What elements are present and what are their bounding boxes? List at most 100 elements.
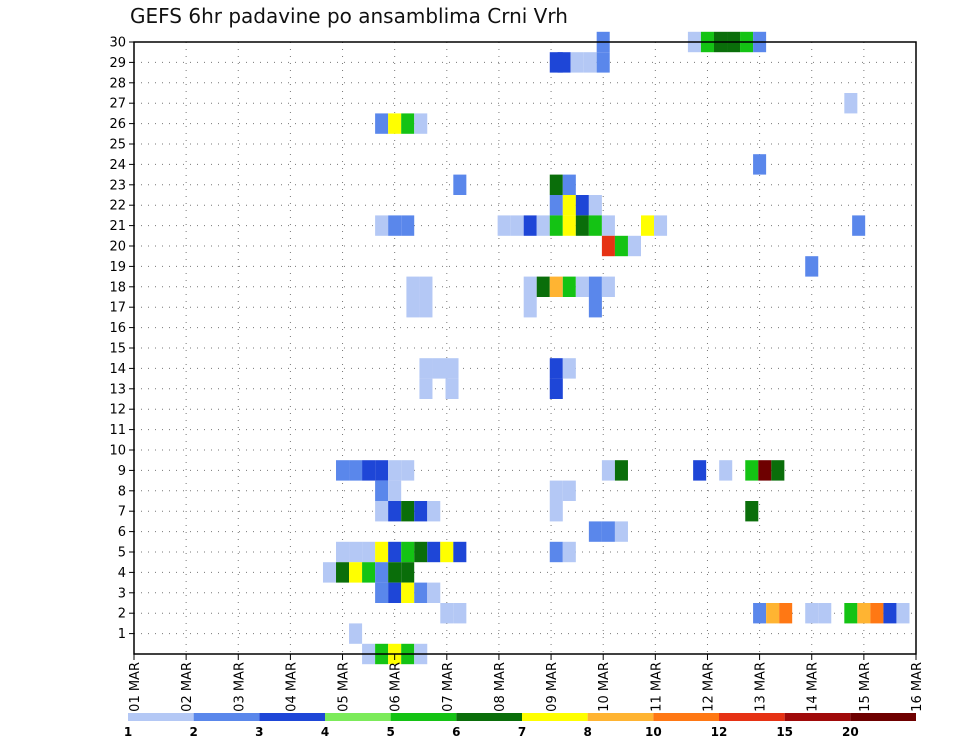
legend-swatch bbox=[653, 713, 719, 721]
legend-label: 20 bbox=[842, 725, 859, 739]
heatmap-cell bbox=[336, 460, 350, 481]
heatmap-cell bbox=[549, 358, 563, 379]
y-tick-label: 24 bbox=[109, 158, 126, 173]
heatmap-cell bbox=[414, 541, 428, 563]
heatmap-cell bbox=[844, 93, 858, 114]
heatmap-cell bbox=[583, 52, 597, 73]
heatmap-cell bbox=[857, 603, 871, 624]
y-tick-label: 8 bbox=[118, 484, 126, 499]
heatmap-cell bbox=[432, 358, 446, 379]
heatmap-cell bbox=[844, 603, 858, 624]
heatmap-cell bbox=[453, 603, 467, 624]
heatmap-cell bbox=[419, 297, 433, 318]
legend-swatch bbox=[587, 713, 654, 721]
heatmap-cell bbox=[536, 215, 550, 236]
x-tick-label: 12 MAR bbox=[701, 662, 716, 712]
heatmap-cell bbox=[601, 215, 615, 236]
heatmap-cell bbox=[570, 52, 584, 73]
heatmap-cell bbox=[575, 276, 589, 297]
heatmap-cell bbox=[601, 460, 615, 481]
heatmap-cell bbox=[536, 276, 550, 297]
x-tick-label: 10 MAR bbox=[597, 662, 612, 712]
heatmap-cell bbox=[414, 582, 428, 603]
plot-frame bbox=[133, 41, 917, 655]
legend-swatch bbox=[193, 713, 260, 721]
y-tick-label: 16 bbox=[109, 321, 126, 336]
heatmap-cell bbox=[753, 603, 767, 624]
y-tick-label: 20 bbox=[109, 240, 126, 255]
heatmap-cell bbox=[401, 541, 415, 563]
y-tick-label: 3 bbox=[118, 586, 126, 601]
heatmap-cell bbox=[588, 297, 602, 318]
heatmap-cell bbox=[549, 480, 563, 501]
heatmap-cell bbox=[427, 541, 441, 563]
x-tick-label: 07 MAR bbox=[441, 662, 456, 712]
x-tick-label: 06 MAR bbox=[389, 662, 404, 712]
y-tick-label: 7 bbox=[118, 505, 126, 520]
heatmap-cell bbox=[419, 276, 433, 297]
heatmap-cell bbox=[445, 358, 459, 379]
x-tick-label: 02 MAR bbox=[180, 662, 195, 712]
heatmap-cell bbox=[427, 501, 441, 522]
heatmap-cell bbox=[745, 460, 759, 481]
y-tick-label: 2 bbox=[118, 607, 126, 622]
heatmap-cell bbox=[419, 378, 433, 399]
heatmap-cell bbox=[654, 215, 668, 236]
heatmap-cell bbox=[375, 215, 389, 236]
legend-label: 4 bbox=[321, 725, 329, 739]
y-tick-label: 15 bbox=[109, 342, 126, 357]
y-tick-label: 28 bbox=[109, 76, 126, 91]
heatmap-cell bbox=[575, 215, 589, 236]
heatmap-cell bbox=[414, 501, 428, 522]
legend-swatch bbox=[850, 713, 916, 721]
heatmap-cell bbox=[388, 215, 402, 236]
y-tick-label: 6 bbox=[118, 525, 126, 540]
y-tick-label: 1 bbox=[118, 627, 126, 642]
legend-label: 3 bbox=[255, 725, 263, 739]
y-tick-label: 18 bbox=[109, 280, 126, 295]
heatmap-cell bbox=[601, 235, 615, 257]
heatmap-cell bbox=[805, 256, 819, 277]
heatmap-cell bbox=[601, 521, 615, 542]
heatmap-cell bbox=[575, 195, 589, 216]
legend-label: 5 bbox=[386, 725, 394, 739]
heatmap-cell bbox=[852, 215, 866, 236]
heatmap-cell bbox=[388, 541, 402, 563]
heatmap-cell bbox=[549, 215, 563, 236]
y-tick-label: 25 bbox=[109, 138, 126, 153]
heatmap-cell bbox=[375, 480, 389, 501]
heatmap-cell bbox=[419, 358, 433, 379]
heatmap-cell bbox=[510, 215, 524, 236]
heatmap-cell bbox=[349, 460, 363, 481]
heatmap-cell bbox=[362, 541, 376, 563]
heatmap-cell bbox=[557, 52, 571, 73]
x-tick-label: 05 MAR bbox=[337, 662, 352, 712]
legend-swatch bbox=[259, 713, 325, 721]
heatmap-cell bbox=[614, 521, 628, 542]
heatmap-cell bbox=[375, 460, 389, 481]
heatmap-cell bbox=[779, 603, 793, 624]
legend-swatch bbox=[522, 713, 588, 721]
heatmap-cell bbox=[445, 378, 459, 399]
heatmap-cell bbox=[440, 541, 454, 563]
y-tick-label: 10 bbox=[109, 444, 126, 459]
y-tick-label: 29 bbox=[109, 56, 126, 71]
heatmap-cell bbox=[896, 603, 910, 624]
legend-label: 7 bbox=[518, 725, 526, 739]
heatmap-cell bbox=[549, 174, 563, 195]
legend-label: 2 bbox=[189, 725, 197, 739]
heatmap-cell bbox=[349, 623, 363, 644]
heatmap-cell bbox=[388, 480, 402, 501]
heatmap-cell bbox=[588, 276, 602, 297]
heatmap-cell bbox=[388, 460, 402, 481]
y-tick-label: 9 bbox=[118, 464, 126, 479]
heatmap-cell bbox=[427, 582, 441, 603]
heatmap-cell bbox=[388, 562, 402, 583]
y-tick-label: 19 bbox=[109, 260, 126, 275]
heatmap-cell bbox=[388, 582, 402, 603]
heatmap-cell bbox=[375, 582, 389, 603]
x-tick-label: 04 MAR bbox=[284, 662, 299, 712]
heatmap-cell bbox=[562, 215, 576, 236]
heatmap-cell bbox=[883, 603, 897, 624]
heatmap-cell bbox=[349, 562, 363, 583]
